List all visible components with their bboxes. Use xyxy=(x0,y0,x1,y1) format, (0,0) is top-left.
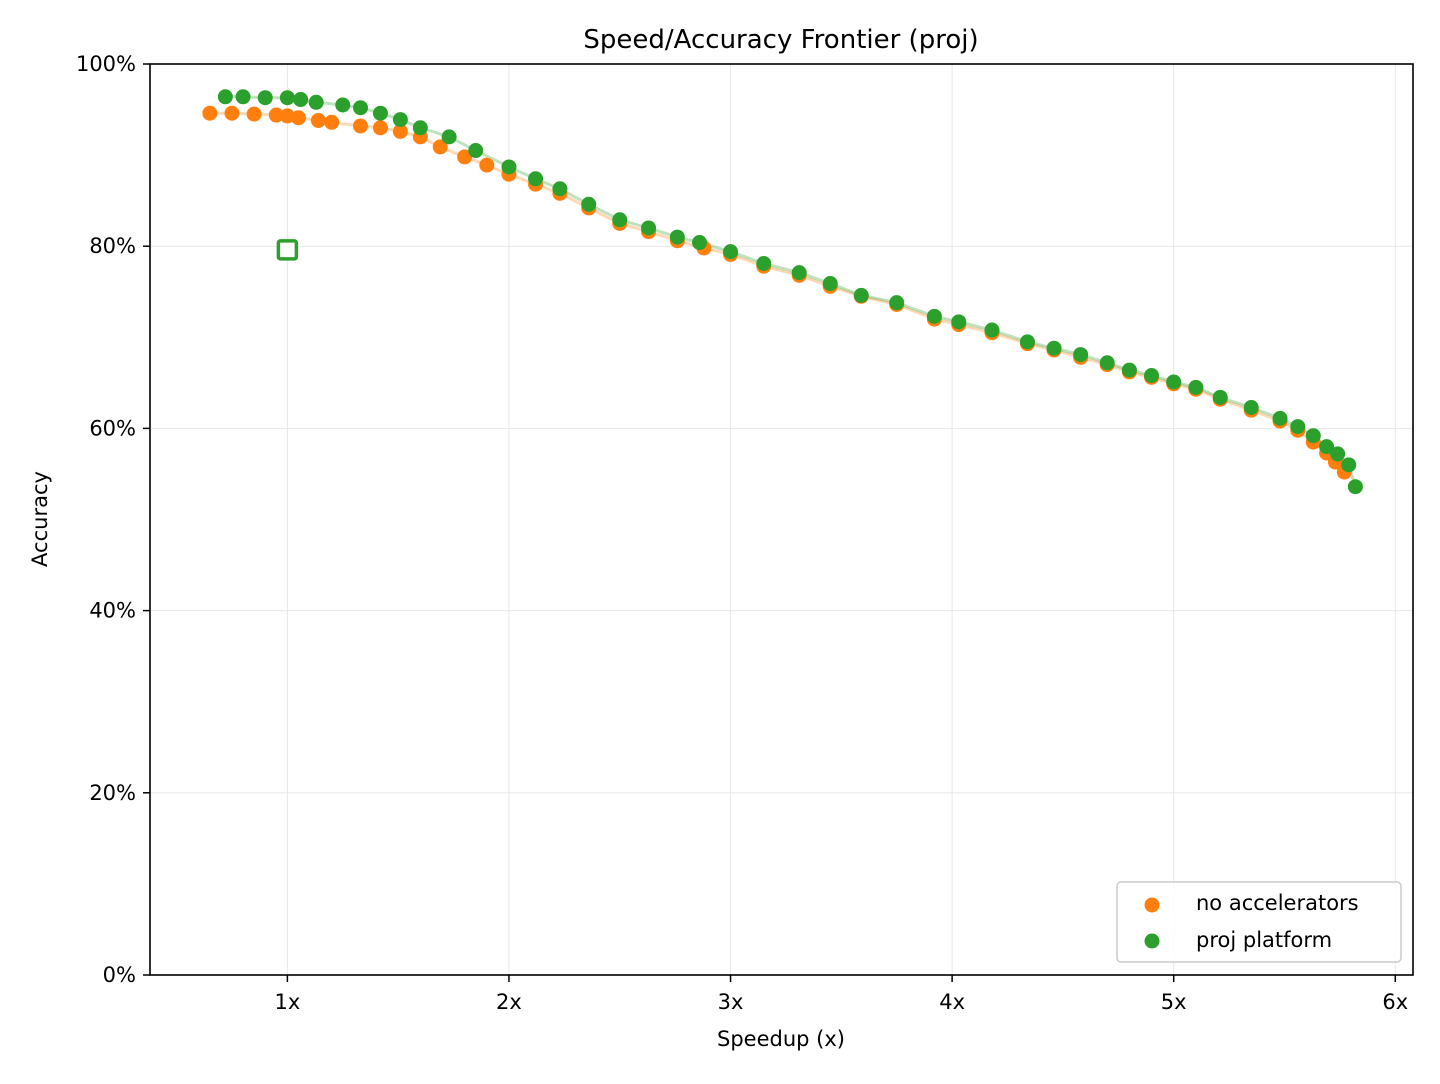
baseline-square xyxy=(276,239,299,261)
data-point-1 xyxy=(1046,340,1062,356)
data-point-1 xyxy=(392,112,408,128)
data-point-0 xyxy=(392,123,408,139)
data-point-1 xyxy=(692,235,708,251)
data-point-1 xyxy=(822,276,838,292)
data-point-1 xyxy=(308,94,324,110)
data-point-0 xyxy=(310,112,326,128)
data-point-1 xyxy=(853,287,869,303)
grid xyxy=(150,63,1413,976)
data-point-1 xyxy=(235,89,251,105)
data-point-0 xyxy=(279,108,295,124)
data-point-1 xyxy=(501,159,517,175)
y-tick-label: 0% xyxy=(103,963,136,987)
data-point-1 xyxy=(1319,439,1335,455)
data-points xyxy=(202,89,1363,495)
data-point-1 xyxy=(1073,347,1089,363)
x-axis-label: Speedup (x) xyxy=(717,1027,845,1051)
data-point-1 xyxy=(1272,410,1288,426)
data-point-0 xyxy=(202,105,218,121)
data-point-1 xyxy=(1305,428,1321,444)
data-point-1 xyxy=(889,295,905,311)
data-point-1 xyxy=(1212,389,1228,405)
legend-label-no-accelerators: no accelerators xyxy=(1196,891,1359,915)
x-axis: 1x 2x 3x 4x 5x 6x xyxy=(274,975,1408,1014)
y-tick-label: 80% xyxy=(89,234,136,258)
data-point-0 xyxy=(268,107,284,123)
data-point-0 xyxy=(457,149,473,165)
data-point-1 xyxy=(1347,479,1363,495)
x-tick-label: 5x xyxy=(1161,990,1187,1014)
data-point-0 xyxy=(224,105,240,121)
y-tick-label: 60% xyxy=(89,416,136,440)
x-tick-label: 6x xyxy=(1382,990,1408,1014)
data-point-1 xyxy=(335,97,351,113)
data-point-1 xyxy=(257,90,273,106)
legend-box xyxy=(1116,881,1402,963)
data-point-1 xyxy=(1144,368,1160,384)
data-point-0 xyxy=(372,120,388,136)
plot-frame xyxy=(149,63,1414,976)
data-point-1 xyxy=(468,143,484,159)
data-point-1 xyxy=(984,322,1000,338)
data-point-1 xyxy=(669,229,685,245)
data-point-1 xyxy=(951,314,967,330)
data-point-1 xyxy=(1099,355,1115,371)
data-point-1 xyxy=(293,92,309,108)
data-point-1 xyxy=(528,171,544,187)
data-point-1 xyxy=(279,90,295,106)
data-point-1 xyxy=(641,220,657,236)
data-point-1 xyxy=(217,89,233,105)
x-tick-label: 1x xyxy=(274,990,300,1014)
y-tick-label: 100% xyxy=(76,52,136,76)
data-point-1 xyxy=(1188,379,1204,395)
x-tick-label: 4x xyxy=(939,990,965,1014)
data-point-0 xyxy=(290,110,306,126)
y-axis: 0% 20% 40% 60% 80% 100% xyxy=(76,52,150,987)
legend-marker-proj-platform xyxy=(1144,933,1160,949)
data-point-1 xyxy=(1243,399,1259,415)
data-point-1 xyxy=(552,181,568,197)
y-tick-label: 20% xyxy=(89,781,136,805)
data-point-1 xyxy=(1121,362,1137,378)
baseline-marker xyxy=(276,239,299,261)
data-point-0 xyxy=(246,106,262,122)
x-tick-label: 2x xyxy=(496,990,522,1014)
data-point-1 xyxy=(756,256,772,272)
data-point-1 xyxy=(1330,446,1346,462)
data-point-1 xyxy=(581,196,597,212)
data-point-1 xyxy=(412,120,428,136)
data-point-1 xyxy=(1019,334,1035,350)
data-point-1 xyxy=(791,265,807,281)
data-point-1 xyxy=(723,244,739,260)
legend: no accelerators proj platform xyxy=(1116,881,1402,963)
chart-title: Speed/Accuracy Frontier (proj) xyxy=(583,25,978,55)
x-tick-label: 3x xyxy=(718,990,744,1014)
data-point-1 xyxy=(353,100,368,116)
data-point-1 xyxy=(926,308,942,324)
y-axis-label: Accuracy xyxy=(28,471,52,567)
data-point-0 xyxy=(479,157,495,173)
data-point-0 xyxy=(324,114,340,130)
data-point-1 xyxy=(1166,374,1182,390)
y-tick-label: 40% xyxy=(89,599,136,623)
legend-marker-no-accelerators xyxy=(1144,897,1160,913)
legend-label-proj-platform: proj platform xyxy=(1196,928,1332,952)
data-point-0 xyxy=(353,118,368,134)
data-point-1 xyxy=(612,212,628,228)
data-point-1 xyxy=(1341,457,1357,473)
data-point-1 xyxy=(372,105,388,121)
data-point-1 xyxy=(1290,419,1306,435)
data-point-1 xyxy=(441,129,457,145)
data-point-0 xyxy=(432,139,448,155)
